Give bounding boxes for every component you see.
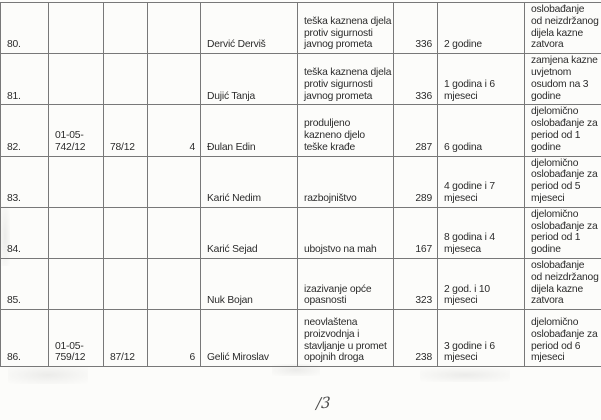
cell-count: 4 [147, 104, 201, 157]
cell-registry-number [103, 1, 148, 55]
cell-sentence: 6 godina [437, 104, 525, 157]
cell-row-number: 81. [0, 53, 49, 106]
cell-person-name: Karić Nedim [200, 155, 298, 208]
cell-registry-number [103, 155, 148, 208]
scan-smudge [420, 368, 510, 382]
court-cases-table: 80. Dervić Derviš teška kaznena djela pr… [0, 1, 601, 368]
cell-article-number: 238 [393, 309, 438, 368]
cell-count: 6 [147, 309, 201, 368]
cell-case-number [48, 155, 104, 208]
cell-row-number: 80. [0, 1, 49, 55]
cell-registry-number [103, 206, 148, 259]
cell-person-name: Karić Sejad [200, 206, 298, 259]
scan-smudge [8, 366, 88, 384]
cell-count [147, 257, 201, 311]
cell-criminal-offense: neovlaštena proizvodnja i stavljanje u p… [297, 309, 394, 368]
cell-count [147, 53, 201, 106]
cell-criminal-offense: ubojstvo na mah [297, 206, 394, 259]
cell-article-number: 287 [393, 104, 438, 157]
cell-person-name: Nuk Bojan [200, 257, 298, 311]
cell-count [147, 155, 201, 208]
cell-sentence: 8 godina i 4 mjeseca [437, 206, 525, 259]
cell-article-number: 336 [393, 1, 438, 55]
cell-count [147, 206, 201, 259]
cell-sentence: 2 godine [437, 1, 525, 55]
cell-release-decision: oslobađanje od neizdržanog dijela kazne … [524, 1, 601, 55]
cell-count [147, 1, 201, 55]
cell-sentence: 4 godine i 7 mjeseci [437, 155, 525, 208]
cell-sentence: 3 godine i 6 mjeseci [437, 309, 525, 368]
cell-registry-number: 87/12 [103, 309, 148, 368]
case-row: 80. Dervić Derviš teška kaznena djela pr… [0, 1, 601, 55]
cell-row-number: 84. [0, 206, 49, 259]
cell-article-number: 323 [393, 257, 438, 311]
case-row: 85. Nuk Bojan izazivanje opće opasnosti … [0, 257, 601, 311]
cell-person-name: Dujić Tanja [200, 53, 298, 106]
case-row: 84. Karić Sejad ubojstvo na mah 167 8 go… [0, 206, 601, 259]
cell-row-number: 82. [0, 104, 49, 157]
cell-release-decision: zamjena kazne uvjetnom osudom na 3 godin… [524, 53, 601, 106]
cell-release-decision: djelomično oslobađanje za period od 6 mj… [524, 309, 601, 368]
cell-criminal-offense: izazivanje opće opasnosti [297, 257, 394, 311]
cell-criminal-offense: teška kaznena djela protiv sigurnosti ja… [297, 1, 394, 55]
cell-article-number: 167 [393, 206, 438, 259]
case-row: 81. Dujić Tanja teška kaznena djela prot… [0, 53, 601, 106]
cell-case-number [48, 1, 104, 55]
cell-criminal-offense: teška kaznena djela protiv sigurnosti ja… [297, 53, 394, 106]
cell-article-number: 336 [393, 53, 438, 106]
cell-person-name: Gelić Miroslav [200, 309, 298, 368]
handwritten-page-number: /3 [315, 393, 331, 413]
cell-registry-number [103, 257, 148, 311]
cell-row-number: 86. [0, 309, 49, 368]
cell-registry-number [103, 53, 148, 106]
cell-registry-number: 78/12 [103, 104, 148, 157]
cell-sentence: 2 god. i 10 mjeseci [437, 257, 525, 311]
cell-person-name: Dervić Derviš [200, 1, 298, 55]
cell-sentence: 1 godina i 6 mjeseci [437, 53, 525, 106]
cell-case-number [48, 257, 104, 311]
court-cases-table-body: 80. Dervić Derviš teška kaznena djela pr… [0, 1, 601, 368]
cell-person-name: Đulan Edin [200, 104, 298, 157]
case-row: 82. 01-05- 742/12 78/12 4 Đulan Edin pro… [0, 104, 601, 157]
cell-release-decision: djelomično oslobađanje za period od 1 go… [524, 104, 601, 157]
cell-case-number: 01-05- 742/12 [48, 104, 104, 157]
cell-release-decision: oslobađanje od neizdržanog dijela kazne … [524, 257, 601, 311]
cell-release-decision: djelomično oslobađanje za period od 5 mj… [524, 155, 601, 208]
cell-row-number: 85. [0, 257, 49, 311]
cell-case-number: 01-05- 759/12 [48, 309, 104, 368]
cell-article-number: 289 [393, 155, 438, 208]
cell-criminal-offense: razbojništvo [297, 155, 394, 208]
case-row: 86. 01-05- 759/12 87/12 6 Gelić Miroslav… [0, 309, 601, 368]
cell-case-number [48, 206, 104, 259]
cell-release-decision: djelomično oslobađanje za period od 1 go… [524, 206, 601, 259]
case-row: 83. Karić Nedim razbojništvo 289 4 godin… [0, 155, 601, 208]
cell-case-number [48, 53, 104, 106]
cell-row-number: 83. [0, 155, 49, 208]
cell-criminal-offense: produljeno kazneno djelo teške krađe [297, 104, 394, 157]
